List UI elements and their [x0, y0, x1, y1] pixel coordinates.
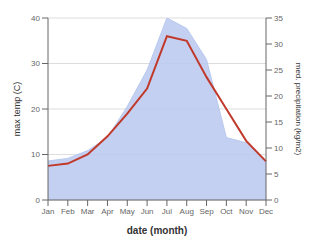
svg-text:date (month): date (month) [127, 225, 188, 236]
svg-text:5: 5 [274, 170, 279, 179]
svg-text:15: 15 [274, 118, 283, 127]
svg-text:20: 20 [31, 105, 40, 114]
svg-text:Dec: Dec [259, 207, 273, 216]
svg-text:May: May [120, 207, 135, 216]
svg-text:Apr: Apr [101, 207, 114, 216]
svg-text:max temp (C): max temp (C) [12, 82, 22, 137]
svg-text:30: 30 [31, 59, 40, 68]
svg-text:25: 25 [274, 66, 283, 75]
svg-text:Jan: Jan [42, 207, 55, 216]
svg-text:Aug: Aug [180, 207, 194, 216]
svg-text:med. precipitation (kg/m2): med. precipitation (kg/m2) [294, 63, 303, 156]
svg-text:30: 30 [274, 40, 283, 49]
svg-text:Nov: Nov [239, 207, 253, 216]
svg-text:10: 10 [31, 150, 40, 159]
svg-text:Mar: Mar [81, 207, 95, 216]
svg-text:Sep: Sep [199, 207, 214, 216]
svg-text:Oct: Oct [220, 207, 233, 216]
svg-text:35: 35 [274, 14, 283, 23]
svg-text:Jul: Jul [162, 207, 172, 216]
svg-text:Feb: Feb [61, 207, 75, 216]
svg-text:40: 40 [31, 14, 40, 23]
svg-text:0: 0 [274, 196, 279, 205]
svg-text:20: 20 [274, 92, 283, 101]
svg-text:10: 10 [274, 144, 283, 153]
svg-text:Jun: Jun [141, 207, 154, 216]
svg-text:0: 0 [36, 196, 41, 205]
